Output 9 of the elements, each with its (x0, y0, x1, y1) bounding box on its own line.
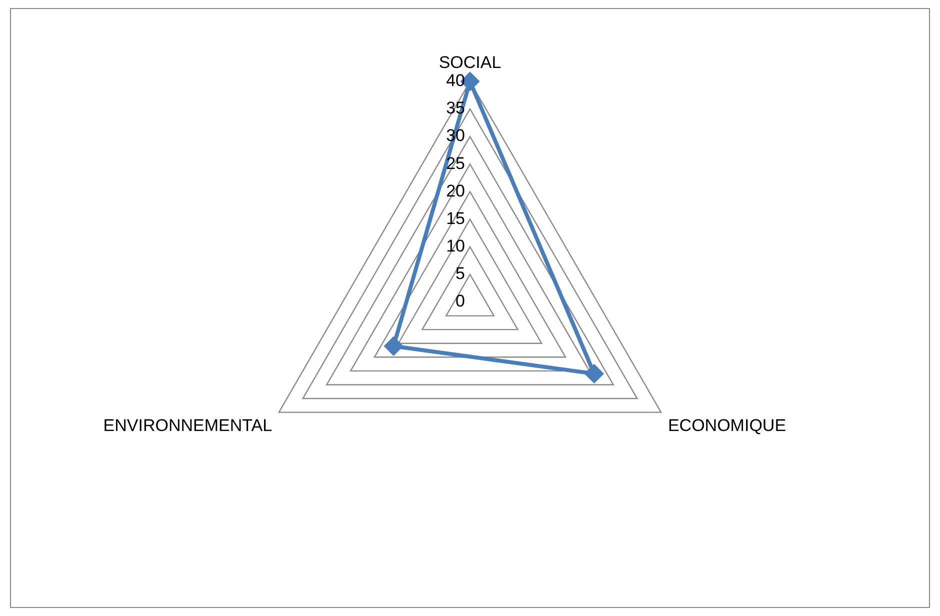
y-tick-label: 25 (446, 154, 465, 173)
spoke-label: ECONOMIQUE (668, 416, 786, 436)
y-tick-label: 20 (446, 181, 465, 200)
y-tick-label: 5 (456, 264, 465, 284)
y-tick-label: 10 (446, 236, 465, 256)
spoke-label: ENVIRONNEMENTAL (103, 416, 272, 436)
spoke-label: SOCIAL (438, 52, 502, 72)
y-tick-label: 0 (456, 292, 465, 311)
y-tick-label: 15 (446, 208, 465, 228)
